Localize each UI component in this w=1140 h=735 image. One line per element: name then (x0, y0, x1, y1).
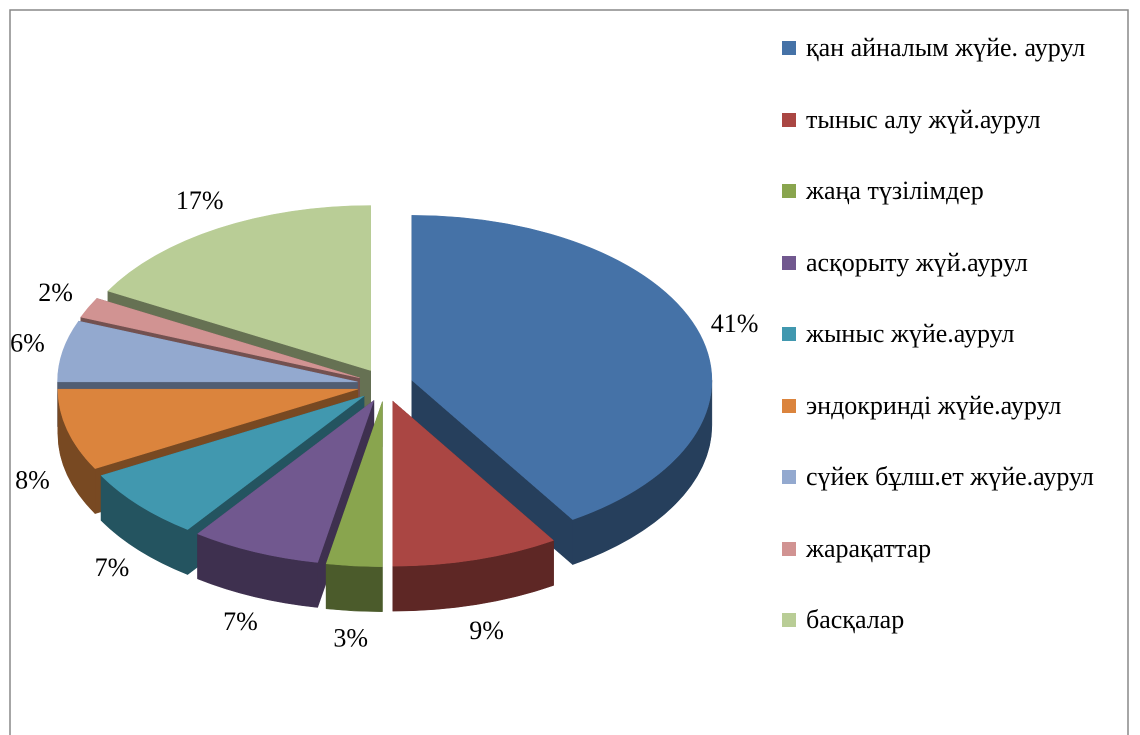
legend-label: сүйек бұлш.ет жүйе.аурул (806, 462, 1094, 491)
legend-item: жыныс жүйе.аурул (782, 316, 1122, 388)
legend-swatch (782, 327, 796, 341)
frame (9, 9, 1129, 735)
legend-label: басқалар (806, 605, 905, 634)
legend-label: жаңа түзілімдер (806, 176, 984, 205)
legend-item: басқалар (782, 602, 1122, 674)
legend-label: тыныс алу жүй.аурул (806, 104, 1041, 134)
data-label: 3% (333, 624, 368, 653)
slice (57, 320, 358, 383)
legend-label: жыныс жүйе.аурул (806, 319, 1015, 348)
legend-swatch (782, 470, 796, 484)
slice (107, 205, 371, 371)
slice (197, 399, 375, 563)
legend-item: жарақаттар (782, 531, 1122, 603)
slice (100, 395, 365, 530)
legend-item: сүйек бұлш.ет жүйе.аурул (782, 459, 1122, 531)
data-label: 17% (176, 186, 224, 215)
data-label: 7% (223, 607, 258, 636)
legend-item: жаңа түзілімдер (782, 173, 1122, 245)
slice-side (325, 563, 383, 612)
legend-swatch (782, 184, 796, 198)
legend-swatch (782, 613, 796, 627)
slice (80, 298, 360, 379)
legend: қан айналым жүйе. аурул тыныс алу жүй.аур… (782, 30, 1122, 674)
legend-label: асқорыту жүй.аурул (806, 247, 1028, 277)
legend-label: жарақаттар (806, 533, 932, 563)
data-label: 8% (15, 466, 50, 495)
legend-item: асқорыту жүй.аурул (782, 245, 1122, 317)
slice (411, 215, 713, 520)
legend-item: қан айналым жүйе. аурул (782, 30, 1122, 102)
data-label: 2% (38, 278, 73, 307)
data-label: 6% (10, 328, 45, 357)
legend-label: қан айналым жүйе. аурул (806, 33, 1086, 62)
slice (57, 388, 358, 469)
slice (325, 401, 383, 567)
legend-swatch (782, 398, 796, 413)
data-label: 41% (711, 309, 759, 338)
legend-label: эндокринді жүйе.аурул (806, 390, 1062, 420)
data-label: 7% (95, 553, 130, 582)
slice (392, 400, 555, 567)
legend-item: эндокринді жүйе.аурул (782, 388, 1122, 460)
legend-swatch (782, 255, 796, 270)
legend-swatch (782, 41, 796, 55)
legend-swatch (782, 112, 796, 127)
legend-item: тыныс алу жүй.аурул (782, 102, 1122, 174)
data-label: 9% (469, 616, 504, 645)
legend-swatch (782, 541, 796, 556)
